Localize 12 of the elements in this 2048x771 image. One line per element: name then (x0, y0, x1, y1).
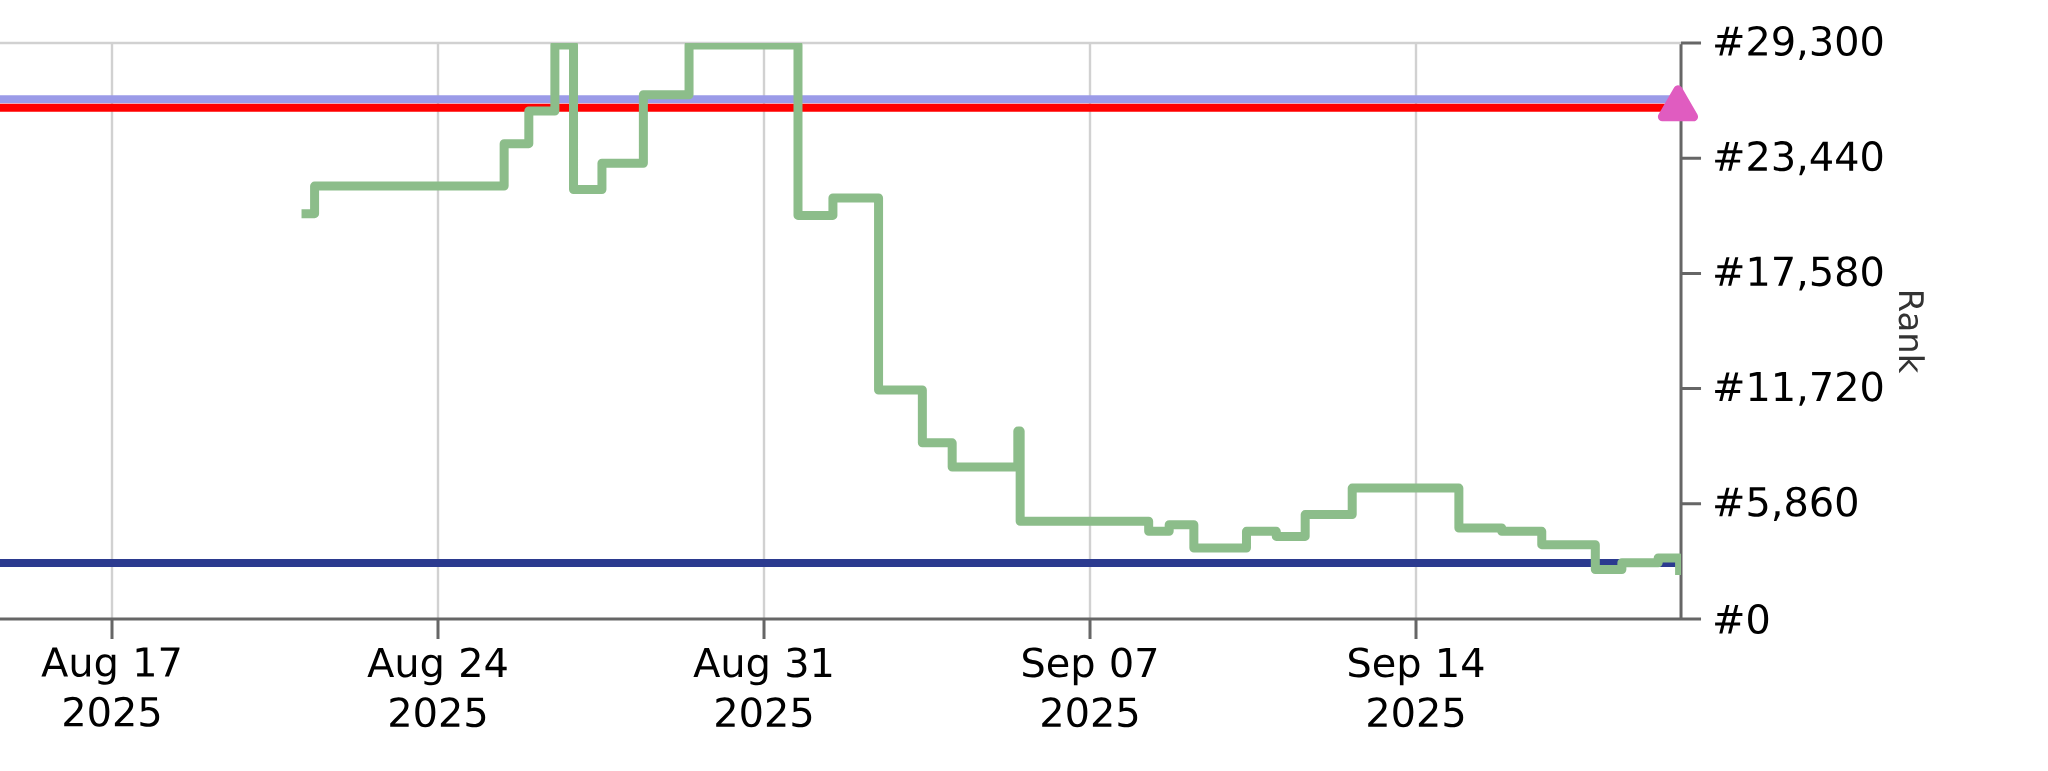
y-tick-label: #5,860 (1715, 486, 1857, 521)
x-tick-label: Aug 24 2025 (367, 647, 507, 728)
x-tick-label: Aug 31 2025 (693, 647, 832, 728)
y-tick-label: #0 (1715, 603, 1769, 635)
y-tick-label: #29,300 (1715, 25, 1883, 61)
x-tick-label: Sep 14 2025 (1349, 647, 1484, 728)
x-tick-label: Sep 07 2025 (1023, 647, 1157, 728)
y-tick-label: #17,580 (1715, 256, 1883, 291)
y-tick-label: #11,720 (1715, 371, 1883, 406)
y-tick-label: #23,440 (1715, 141, 1883, 176)
y-axis-title: Rank (1898, 291, 1925, 374)
x-tick-label: Aug 17 2025 (41, 647, 180, 727)
